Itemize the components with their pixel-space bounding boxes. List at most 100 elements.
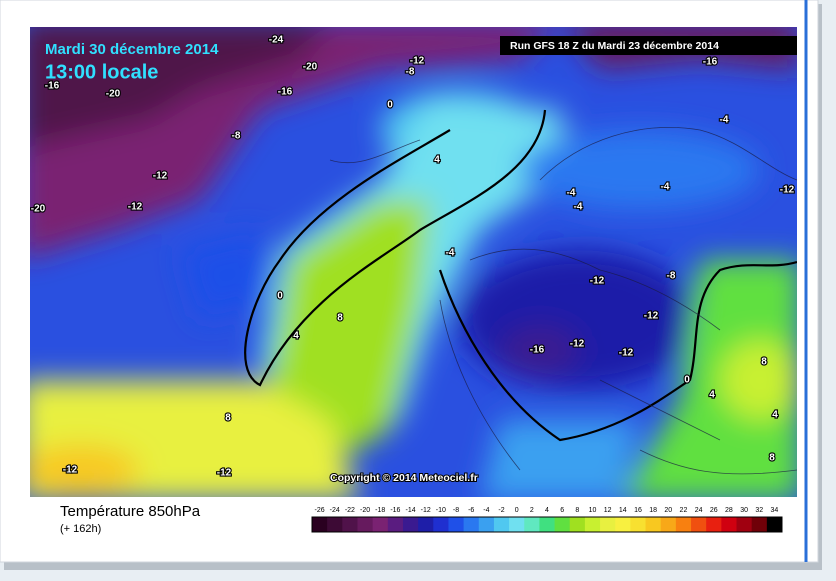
colorbar-swatch <box>387 517 404 532</box>
contour-label: -12 <box>570 339 585 350</box>
colorbar-swatch <box>569 517 586 532</box>
colorbar-label: 34 <box>771 507 779 514</box>
contour-label: -16 <box>703 57 718 68</box>
colorbar-border <box>311 516 783 533</box>
contour-label: -4 <box>720 115 729 126</box>
colorbar-label: 10 <box>589 507 597 514</box>
colorbar-swatch <box>751 517 768 532</box>
colorbar-label: 14 <box>619 507 627 514</box>
contour-label: -12 <box>63 465 78 476</box>
colorbar-swatch <box>372 517 389 532</box>
colorbar-label: 28 <box>725 507 733 514</box>
contour-label: -4 <box>661 182 670 193</box>
colorbar-label: -4 <box>483 507 489 514</box>
colorbar-swatch <box>660 517 677 532</box>
contour-label: -8 <box>232 131 241 142</box>
contour-label: -12 <box>644 311 659 322</box>
run-info: Run GFS 18 Z du Mardi 23 décembre 2014 <box>510 40 719 52</box>
colorbar-label: 6 <box>560 507 564 514</box>
colorbar-swatch <box>463 517 480 532</box>
contour-label: -12 <box>217 468 232 479</box>
copyright: Copyright © 2014 Meteociel.fr <box>330 472 478 484</box>
colorbar-label: 0 <box>515 507 519 514</box>
run-box <box>500 36 797 55</box>
contour-label: 8 <box>769 453 775 464</box>
colorbar-swatch <box>615 517 631 532</box>
contour-label: -4 <box>574 202 583 213</box>
contour-label: 8 <box>761 357 767 368</box>
contour-label: 4 <box>293 331 299 342</box>
colorbar-label: 18 <box>649 507 657 514</box>
colorbar-label: -18 <box>375 507 385 514</box>
colorbar-swatch <box>433 517 449 532</box>
contour-labels: -24-20-12-8-16-20 -160-84-12-12-20-16-4-4… <box>30 34 796 480</box>
colorbar-swatch <box>312 517 328 532</box>
map: -24-20-12-8-16-20 -160-84-12-12-20-16-4-4… <box>30 27 797 497</box>
contour-label: 0 <box>684 375 690 386</box>
contour-label: 4 <box>709 390 715 401</box>
colorbar-swatch <box>448 517 465 532</box>
colorbar-label: 16 <box>634 507 642 514</box>
colorbar-swatch <box>630 517 647 532</box>
contour-label: -8 <box>406 67 415 78</box>
colorbar-swatch <box>418 517 434 532</box>
contour-label: -12 <box>780 185 795 196</box>
contour-label: -16 <box>45 81 60 92</box>
colorbar-label: -14 <box>405 507 415 514</box>
colorbar-label: 8 <box>575 507 579 514</box>
colorbar-label: -8 <box>453 507 459 514</box>
colorbar-label: -26 <box>315 507 325 514</box>
contour-label: 4 <box>772 410 778 421</box>
contour-label: -8 <box>667 271 676 282</box>
legend-title: Température 850hPa <box>60 503 201 520</box>
colorbar-swatch <box>402 517 419 532</box>
colorbar-label: -2 <box>498 507 504 514</box>
contour-label: 4 <box>434 155 440 166</box>
contour-label: -16 <box>530 345 545 356</box>
lead-time: (+ 162h) <box>60 523 101 535</box>
contour-label: -12 <box>128 202 143 213</box>
colorbar-swatch <box>736 517 753 532</box>
colorbar-label: 22 <box>680 507 688 514</box>
colorbar-label: -24 <box>330 507 340 514</box>
colorbar-label: -20 <box>360 507 370 514</box>
contour-label: -20 <box>303 62 318 73</box>
colorbar-label: 24 <box>695 507 703 514</box>
colorbar-swatch <box>600 517 616 532</box>
contour-label: -24 <box>269 35 284 46</box>
contour-label: 0 <box>387 100 393 111</box>
colorbar-swatch <box>645 517 662 532</box>
contour-label: -4 <box>567 188 576 199</box>
colorbar-swatch <box>478 517 495 532</box>
colorbar-label: 4 <box>545 507 549 514</box>
contour-label: -20 <box>31 204 46 215</box>
contour-label: -12 <box>153 171 168 182</box>
colorbar-swatch <box>327 517 343 532</box>
zero-isotherm <box>244 109 797 442</box>
colorbar-swatch <box>706 517 722 532</box>
colorbar-swatch <box>675 517 692 532</box>
colorbar-swatch <box>691 517 707 532</box>
colorbar-label: -10 <box>436 507 446 514</box>
valid-time: 13:00 locale <box>45 61 158 83</box>
colorbar: -26 -24 -22 -20 -18 -16 -14 -12 -10 -8 -6 -4 -2 0 2 4 6 8… <box>311 507 783 533</box>
contour-label: 8 <box>225 413 231 424</box>
contour-label: -4 <box>446 248 455 259</box>
colorbar-swatch <box>524 517 540 532</box>
colorbar-swatch <box>721 517 738 532</box>
colorbar-label: -12 <box>421 507 431 514</box>
colorbar-swatch <box>357 517 374 532</box>
colorbar-label: 20 <box>664 507 672 514</box>
colorbar-swatch <box>342 517 358 532</box>
colorbar-label: 32 <box>755 507 763 514</box>
colorbar-label: -16 <box>390 507 400 514</box>
coastlines <box>329 127 797 475</box>
colorbar-label: 2 <box>530 507 534 514</box>
colorbar-swatch <box>584 517 601 532</box>
colorbar-swatch <box>766 517 783 532</box>
valid-date: Mardi 30 décembre 2014 <box>45 41 219 58</box>
contour-label: -16 <box>278 87 293 98</box>
colorbar-swatch <box>554 517 571 532</box>
colorbar-label: -22 <box>345 507 355 514</box>
